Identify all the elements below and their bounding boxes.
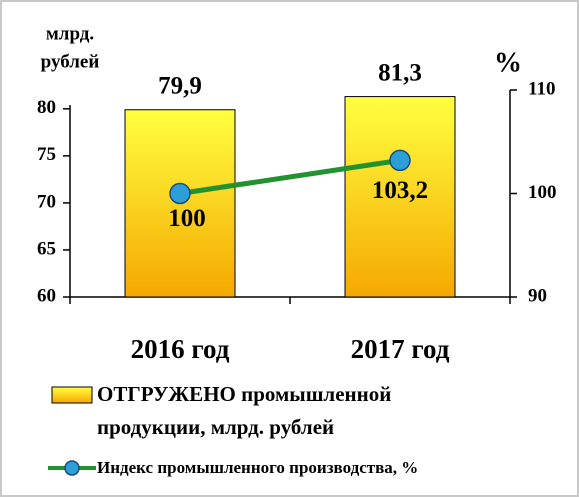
y-tick-label: 60: [37, 285, 56, 306]
x-tick-label: 2016 год: [131, 334, 230, 364]
line: [179, 157, 401, 196]
y-axis-label: млрд.: [46, 23, 94, 44]
y-axis-label: рублей: [41, 51, 100, 72]
y-tick-label: 75: [37, 144, 56, 165]
line-value-label: 103,2: [372, 177, 428, 204]
line-marker: [169, 182, 191, 205]
bar-value-label: 81,3: [378, 59, 422, 86]
legend-swatch: [51, 386, 93, 404]
bar-value-label: 79,9: [158, 72, 202, 99]
x-tick-label: 2017 год: [351, 334, 450, 364]
y-tick-label: 70: [37, 191, 56, 212]
y2-tick-label: 90: [528, 285, 547, 306]
line-marker: [389, 149, 411, 172]
legend-label: ОТГРУЖЕНО промышленной продукции, млрд. …: [97, 382, 392, 439]
y-tick-label: 65: [37, 238, 56, 259]
legend-label: Индекс промышленного производства, %: [97, 458, 419, 477]
y2-axis-label: %: [494, 47, 522, 78]
y2-tick-label: 110: [528, 78, 555, 99]
legend-marker: [64, 460, 80, 476]
bar: [344, 96, 456, 298]
y2-tick-label: 100: [528, 182, 557, 203]
y-tick-label: 80: [37, 97, 56, 118]
line-value-label: 100: [168, 205, 206, 232]
